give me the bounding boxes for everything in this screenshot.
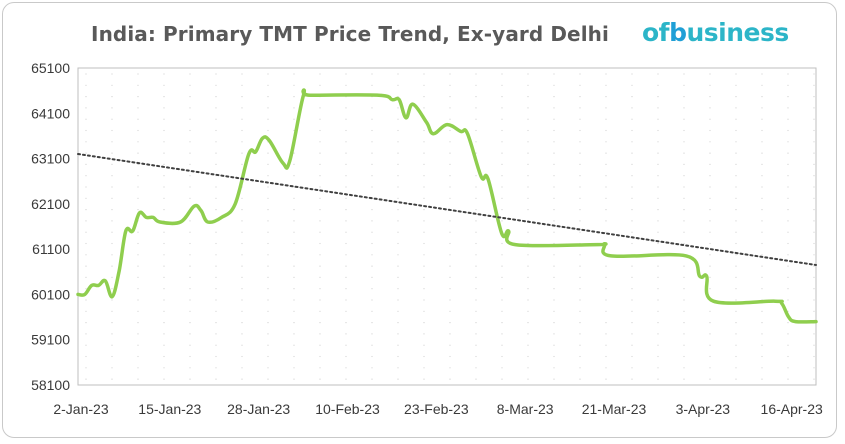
x-tick-label: 2-Jan-23 xyxy=(53,401,108,417)
y-tick-label: 64100 xyxy=(31,105,70,121)
y-tick-label: 58100 xyxy=(31,377,70,393)
y-tick-label: 60100 xyxy=(31,286,70,302)
chart-title: India: Primary TMT Price Trend, Ex-yard … xyxy=(91,22,609,46)
x-tick-label: 16-Apr-23 xyxy=(761,401,823,417)
grid-dots xyxy=(85,73,815,380)
x-tick-label: 3-Apr-23 xyxy=(676,401,731,417)
y-tick-label: 59100 xyxy=(31,332,70,348)
x-tick-label: 28-Jan-23 xyxy=(227,401,290,417)
y-tick-label: 61100 xyxy=(32,241,70,257)
y-tick-label: 62100 xyxy=(31,196,70,212)
x-tick-label: 10-Feb-23 xyxy=(315,401,380,417)
plot-area-border xyxy=(77,67,817,386)
y-tick-label: 65100 xyxy=(31,60,70,76)
x-tick-label: 21-Mar-23 xyxy=(582,401,647,417)
trend-line xyxy=(77,153,817,266)
y-tick-label: 63100 xyxy=(31,151,70,167)
x-tick-label: 15-Jan-23 xyxy=(138,401,201,417)
chart-frame xyxy=(2,2,837,438)
ofbusiness-logo: ofbusiness xyxy=(642,18,789,47)
x-tick-label: 23-Feb-23 xyxy=(404,401,469,417)
price-series-line xyxy=(76,88,818,324)
x-tick-label: 8-Mar-23 xyxy=(497,401,554,417)
